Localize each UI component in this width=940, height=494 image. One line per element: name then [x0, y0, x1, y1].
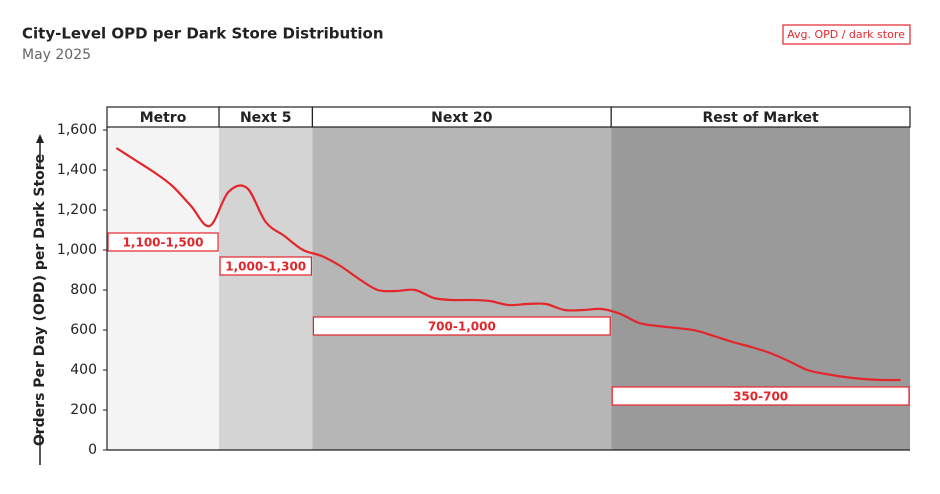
y-tick-label: 1,400 [57, 162, 97, 178]
range-label: 1,000-1,300 [225, 260, 306, 274]
legend-box [782, 24, 911, 45]
range-label: 350-700 [733, 390, 788, 404]
y-tick-label: 1,000 [57, 242, 97, 258]
y-tick-label: 0 [88, 442, 97, 458]
y-tick-label: 200 [70, 402, 97, 418]
legend-label: Avg. OPD / dark store [787, 28, 905, 41]
segment-band [107, 127, 220, 450]
range-box [107, 232, 219, 252]
range-label: 700-1,000 [428, 320, 496, 334]
segment-header [610, 106, 911, 128]
y-axis-label: Orders Per Day (OPD) per Dark Store [32, 154, 48, 446]
chart-subtitle: May 2025 [22, 47, 91, 63]
y-tick-label: 1,600 [57, 122, 97, 138]
segment-name: Rest of Market [703, 110, 819, 126]
axis-arrowhead [36, 134, 44, 143]
y-tick-label: 400 [70, 362, 97, 378]
segment-name: Next 5 [240, 110, 292, 126]
y-tick-label: 1,200 [57, 202, 97, 218]
range-box [312, 316, 611, 336]
y-tick-label: 600 [70, 322, 97, 338]
segment-band [219, 127, 313, 450]
legend: Avg. OPD / dark store [782, 24, 911, 45]
range-box [611, 386, 910, 406]
y-tick-label: 800 [70, 282, 97, 298]
opd-line [115, 147, 901, 382]
chart-title: City-Level OPD per Dark Store Distributi… [22, 25, 384, 43]
range-label: 1,100-1,500 [123, 236, 204, 250]
segment-name: Next 20 [431, 110, 493, 126]
segment-name: Metro [140, 110, 187, 126]
range-box [219, 256, 313, 276]
segment-band [312, 127, 612, 450]
